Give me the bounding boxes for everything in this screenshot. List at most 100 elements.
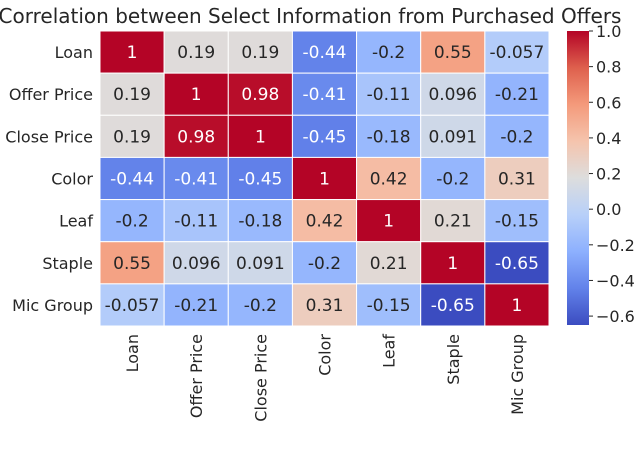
cell-value-label: 0.98 [241, 85, 279, 105]
cell-value-label: -0.65 [495, 254, 539, 274]
row-label: Loan [55, 43, 93, 62]
cell-value-label: -0.2 [244, 296, 277, 316]
heatmap-cell [99, 72, 165, 116]
cell-value-label: 0.31 [306, 296, 344, 316]
cell-value-label: 1 [127, 43, 138, 63]
colorbar-tick-label: −0.4 [596, 271, 635, 290]
heatmap-cell [163, 241, 229, 285]
cell-value-label: 0.55 [113, 254, 151, 274]
cell-value-label: 1 [191, 85, 202, 105]
heatmap-cell [420, 283, 486, 327]
heatmap-cell [99, 30, 165, 74]
row-labels: Loan Offer Price Close Price Color Leaf Stapl… [5, 43, 93, 315]
heatmap-cell [227, 72, 293, 116]
colorbar-tick-label: 0.2 [596, 165, 621, 184]
cell-value-label: 0.21 [434, 212, 472, 232]
colorbar-ticks: 1.0 0.8 0.6 0.4 0.2 0.0 −0.2 −0.4 −0.6 [589, 22, 635, 326]
cell-value-label: 0.42 [370, 170, 408, 190]
cell-value-label: 0.19 [113, 85, 151, 105]
row-label: Offer Price [9, 85, 93, 104]
cell-value-label: -0.44 [303, 43, 347, 63]
heatmap-cell [227, 283, 293, 327]
heatmap-cell [420, 156, 486, 201]
cell-value-label: 0.091 [236, 254, 285, 274]
column-label: Loan [123, 334, 142, 372]
row-label: Leaf [59, 212, 93, 231]
heatmap-cell [291, 114, 358, 158]
colorbar-tick-label: −0.2 [596, 236, 635, 255]
colorbar-tick-label: 0.6 [596, 93, 621, 112]
cell-value-label: -0.2 [115, 212, 148, 232]
cell-value-label: 1 [447, 254, 458, 274]
cell-value-label: 0.091 [428, 127, 477, 147]
cell-value-label: 0.55 [434, 43, 472, 63]
cell-value-label: 0.98 [177, 127, 215, 147]
heatmap-cell [163, 156, 229, 201]
heatmap-cell [356, 72, 422, 116]
heatmap-cell [99, 199, 165, 243]
cell-value-label: -0.21 [495, 85, 539, 105]
cell-value-label: 0.19 [241, 43, 279, 63]
heatmap-cell [484, 114, 550, 158]
column-label: Staple [444, 334, 463, 385]
row-label: Staple [42, 254, 93, 273]
heatmap-cell [420, 30, 486, 74]
cell-value-label: 1 [255, 127, 266, 147]
cell-value-label: 1 [319, 170, 330, 190]
row-label: Mic Group [12, 296, 93, 315]
cell-value-label: -0.11 [367, 85, 411, 105]
cell-value-label: -0.15 [495, 212, 539, 232]
cell-value-label: -0.65 [431, 296, 475, 316]
row-label: Color [51, 170, 93, 189]
colorbar: 1.0 0.8 0.6 0.4 0.2 0.0 −0.2 −0.4 −0.6 [567, 22, 635, 326]
cell-value-label: 0.31 [498, 170, 536, 190]
heatmap-cell [163, 114, 229, 158]
cell-value-label: -0.057 [105, 296, 160, 316]
heatmap-cell [227, 30, 293, 74]
cell-value-label: 0.096 [172, 254, 221, 274]
heatmap-cell [484, 72, 550, 116]
cell-value-label: -0.44 [110, 170, 154, 190]
cell-value-label: -0.2 [308, 254, 341, 274]
column-labels: Loan Offer Price Close Price Color Leaf Stapl… [123, 334, 527, 422]
cell-value-label: -0.45 [238, 170, 282, 190]
colorbar-tick-label: 0.4 [596, 129, 621, 148]
heatmap-cell [356, 283, 422, 327]
cell-value-label: 0.19 [177, 43, 215, 63]
cell-value-label: 1 [512, 296, 523, 316]
heatmap-cell [99, 156, 165, 201]
cell-value-label: -0.41 [174, 170, 218, 190]
cell-value-label: -0.2 [372, 43, 405, 63]
heatmap-cell [99, 283, 165, 327]
chart-title: Correlation between Select Information f… [0, 4, 621, 28]
row-label: Close Price [5, 127, 93, 146]
cell-value-label: -0.2 [436, 170, 469, 190]
cell-value-label: -0.41 [303, 85, 347, 105]
column-label: Leaf [380, 334, 399, 368]
cell-value-label: 1 [383, 212, 394, 232]
column-label: Close Price [251, 334, 270, 422]
cell-value-label: -0.18 [238, 212, 282, 232]
cell-value-label: 0.21 [370, 254, 408, 274]
cell-value-label: -0.45 [303, 127, 347, 147]
heatmap-cell [163, 30, 229, 74]
cell-value-label: -0.18 [367, 127, 411, 147]
heatmap-cell [356, 114, 422, 158]
cell-value-label: 0.19 [113, 127, 151, 147]
heatmap-annotations: 1 0.19 0.19 -0.44 -0.2 0.55 -0.057 0.19 1 0.98 -0.… [105, 43, 545, 316]
cell-value-label: 0.42 [306, 212, 344, 232]
cell-value-label: 0.096 [428, 85, 477, 105]
heatmap-cell [484, 241, 550, 285]
cell-value-label: -0.21 [174, 296, 218, 316]
heatmap-cell [291, 241, 358, 285]
colorbar-tick-label: 1.0 [596, 22, 621, 41]
colorbar-tick-label: 0.0 [596, 200, 621, 219]
heatmap-cell [99, 241, 165, 285]
heatmap-cell [227, 114, 293, 158]
cell-value-label: -0.11 [174, 212, 218, 232]
heatmap-cell [291, 283, 358, 327]
colorbar-gradient [567, 31, 589, 325]
column-label: Mic Group [508, 334, 527, 415]
heatmap-cell [356, 241, 422, 285]
